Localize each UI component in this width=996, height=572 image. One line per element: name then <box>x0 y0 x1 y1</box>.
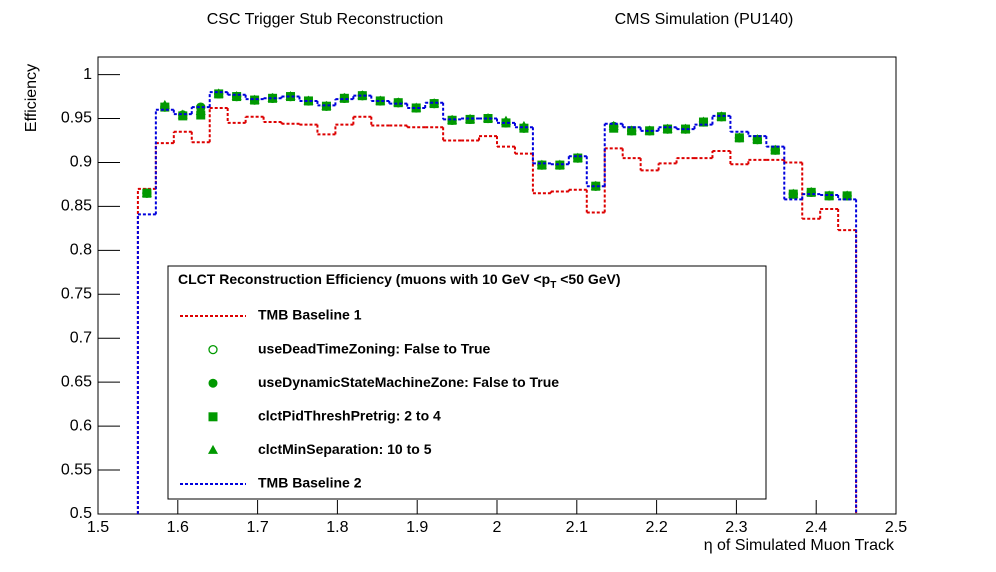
marker <box>285 91 296 101</box>
marker <box>626 125 637 135</box>
marker <box>788 188 799 198</box>
marker <box>375 95 386 105</box>
x-tick-label: 1.9 <box>406 519 428 536</box>
x-tick-label: 2 <box>493 519 502 536</box>
y-tick-label: 0.9 <box>70 154 92 171</box>
x-tick-label: 1.6 <box>167 519 189 536</box>
x-tick-label: 2.2 <box>645 519 667 536</box>
marker <box>208 444 218 454</box>
marker <box>770 144 781 154</box>
marker <box>554 159 565 169</box>
marker <box>465 113 476 123</box>
marker <box>267 92 278 102</box>
marker <box>231 91 242 101</box>
legend-box <box>167 265 767 500</box>
marker <box>321 100 332 110</box>
marker <box>208 412 218 422</box>
legend-title-part: CLCT Reconstruction Efficiency (muons wi… <box>178 271 550 287</box>
legend-title-part: <50 GeV) <box>556 271 620 287</box>
x-tick-label: 1.5 <box>87 519 109 536</box>
marker <box>208 378 218 388</box>
marker <box>447 114 458 124</box>
x-tick-label: 1.7 <box>246 519 268 536</box>
x-tick-label: 2.5 <box>885 519 907 536</box>
x-tick-label: 2.1 <box>566 519 588 536</box>
legend-title: CLCT Reconstruction Efficiency (muons wi… <box>178 271 621 291</box>
x-tick-label: 1.8 <box>326 519 348 536</box>
x-axis-label: η of Simulated Muon Track <box>704 537 895 554</box>
y-tick-label: 0.8 <box>70 242 92 259</box>
y-tick-label: 1 <box>83 66 92 83</box>
marker <box>195 105 206 115</box>
legend-label: TMB Baseline 1 <box>258 307 362 323</box>
marker <box>177 109 188 119</box>
x-tick-label: 2.4 <box>805 519 827 536</box>
marker <box>698 116 709 126</box>
legend-label: useDeadTimeZoning: False to True <box>258 340 491 356</box>
y-tick-label: 0.6 <box>70 417 92 434</box>
marker <box>608 120 619 130</box>
marker <box>842 190 853 200</box>
marker <box>662 123 673 133</box>
marker <box>141 187 152 197</box>
marker <box>159 99 170 109</box>
marker <box>644 125 655 135</box>
marker <box>680 123 691 133</box>
y-tick-label: 0.75 <box>61 286 92 303</box>
chart-title: CSC Trigger Stub Reconstruction <box>207 11 444 28</box>
chart-subtitle: CMS Simulation (PU140) <box>615 11 794 28</box>
y-tick-label: 0.5 <box>70 505 92 522</box>
legend-label: clctMinSeparation: 10 to 5 <box>258 441 432 457</box>
y-tick-label: 0.65 <box>61 373 92 390</box>
x-tick-label: 2.3 <box>725 519 747 536</box>
marker <box>429 98 440 108</box>
y-tick-label: 0.95 <box>61 110 92 127</box>
marker <box>734 132 745 142</box>
marker <box>716 111 727 121</box>
marker <box>303 95 314 105</box>
legend-label: TMB Baseline 2 <box>258 475 362 491</box>
marker <box>536 159 547 169</box>
marker <box>824 190 835 200</box>
legend-label: useDynamicStateMachineZone: False to Tru… <box>258 374 559 390</box>
marker <box>208 344 218 355</box>
y-tick-label: 0.85 <box>61 198 92 215</box>
y-tick-label: 0.55 <box>61 461 92 478</box>
y-tick-label: 0.7 <box>70 329 92 346</box>
legend-label: clctPidThreshPretrig: 2 to 4 <box>258 408 441 424</box>
marker <box>357 90 368 100</box>
marker <box>590 180 601 190</box>
marker <box>752 134 763 144</box>
legend-title-part: T <box>550 280 556 291</box>
marker <box>213 88 224 98</box>
y-axis-label: Efficiency <box>23 64 40 132</box>
marker <box>196 110 206 120</box>
marker <box>411 102 422 112</box>
marker <box>249 94 260 104</box>
marker <box>483 113 494 123</box>
marker <box>572 152 583 162</box>
